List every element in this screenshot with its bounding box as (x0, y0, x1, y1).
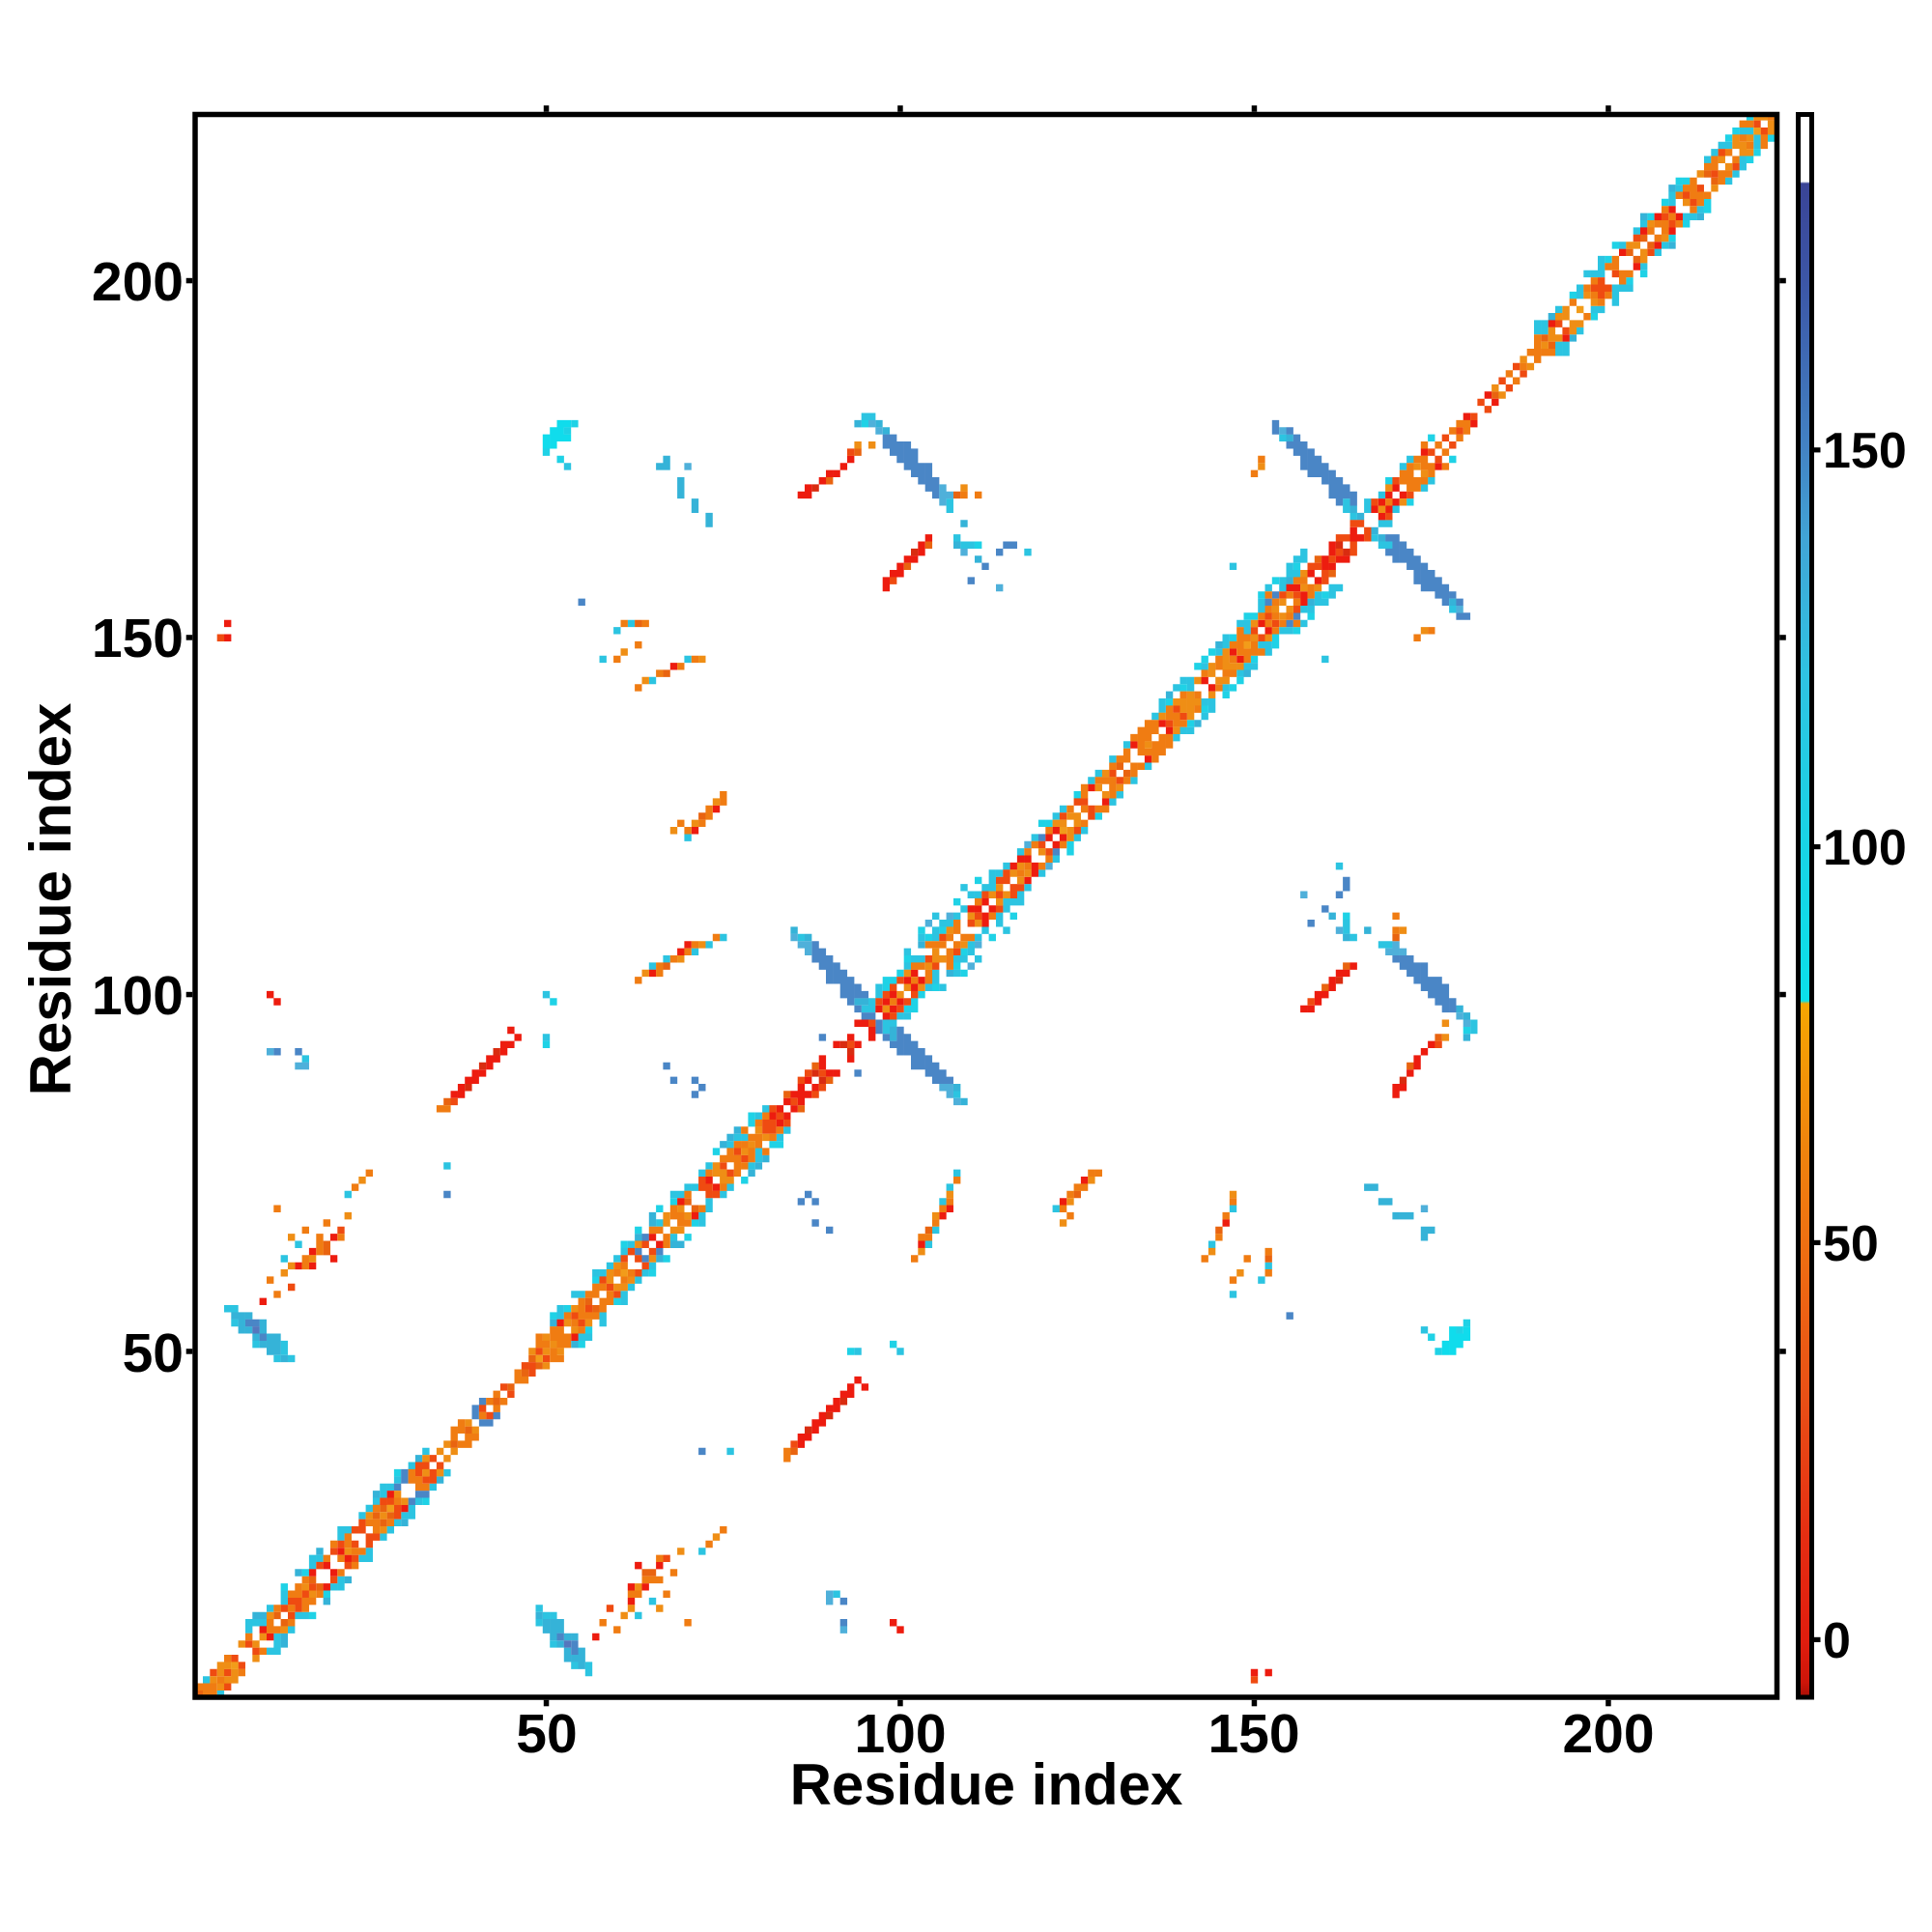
svg-text:100: 100 (1823, 820, 1907, 876)
svg-text:50: 50 (516, 1703, 577, 1765)
svg-text:Residue index: Residue index (790, 1752, 1183, 1817)
svg-text:100: 100 (92, 965, 184, 1027)
svg-text:0: 0 (1823, 1613, 1851, 1669)
svg-text:100: 100 (854, 1703, 946, 1765)
svg-text:200: 200 (92, 251, 184, 313)
svg-text:150: 150 (1823, 423, 1907, 479)
svg-text:Residue index: Residue index (18, 703, 83, 1096)
svg-text:200: 200 (1562, 1703, 1654, 1765)
svg-text:50: 50 (1823, 1216, 1879, 1272)
svg-text:150: 150 (92, 608, 184, 669)
svg-text:50: 50 (123, 1322, 184, 1384)
svg-text:150: 150 (1208, 1703, 1299, 1765)
